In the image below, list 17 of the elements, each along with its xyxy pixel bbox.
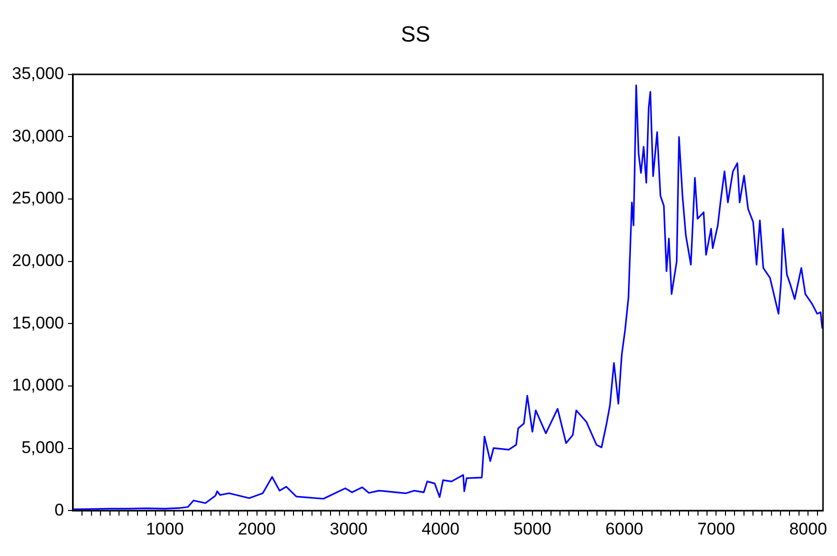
- y-tick-label: 25,000: [12, 188, 64, 208]
- x-tick-label: 6000: [605, 519, 644, 538]
- x-tick-label: 2000: [238, 519, 276, 538]
- x-tick-label: 3000: [330, 519, 368, 538]
- y-tick-label: 15,000: [12, 313, 64, 332]
- x-tick-label: 4000: [422, 519, 460, 538]
- x-tick-label: 8000: [789, 519, 828, 538]
- y-tick-label: 35,000: [12, 64, 64, 84]
- chart-title: SS: [400, 21, 430, 46]
- y-tick-label: 0: [54, 500, 64, 520]
- y-tick-label: 10,000: [12, 376, 64, 395]
- x-tick-label: 1000: [146, 519, 184, 538]
- y-tick-label: 30,000: [12, 126, 64, 146]
- x-tick-label: 5000: [514, 519, 552, 538]
- y-tick-label: 20,000: [12, 251, 64, 270]
- y-tick-label: 5,000: [21, 438, 64, 457]
- x-tick-label: 7000: [697, 519, 736, 538]
